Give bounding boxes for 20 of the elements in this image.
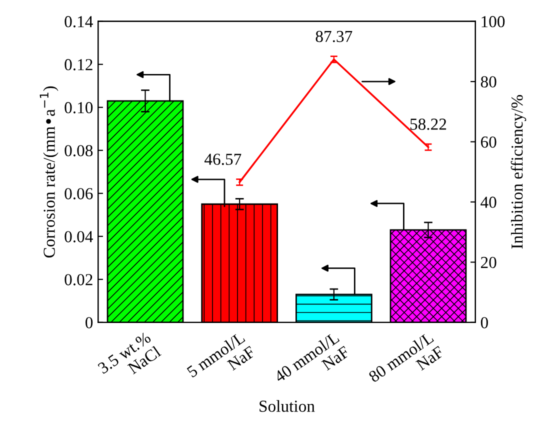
y-tick-label: 0.10 <box>64 102 93 114</box>
y2-axis-title: Inhibition efficiency/% <box>510 95 526 249</box>
data-label: 46.57 <box>204 154 242 165</box>
y2-tick-label: 80 <box>480 76 496 88</box>
y2-tick-label: 20 <box>480 256 496 268</box>
y-tick-label: 0.08 <box>64 145 93 156</box>
y-tick-label: 0.12 <box>64 59 92 70</box>
y-tick-label: 0.14 <box>64 16 93 28</box>
y-tick-label: 0.02 <box>64 274 92 286</box>
y-tick-label: 0 <box>86 317 93 328</box>
y-axis-title: Corrosion rate/(mm•a$^{−1}$) <box>40 86 58 258</box>
y2-tick-label: 0 <box>480 317 488 328</box>
y-tick-label: 0.04 <box>64 231 93 242</box>
y2-tick-label: 100 <box>482 16 505 28</box>
data-label: 87.37 <box>316 30 352 42</box>
y2-tick-label: 60 <box>480 136 496 148</box>
data-label: 58.22 <box>410 118 446 130</box>
x-axis-title: Solution <box>260 400 315 412</box>
y2-tick-label: 40 <box>480 196 496 208</box>
y-tick-label: 0.06 <box>64 188 93 200</box>
